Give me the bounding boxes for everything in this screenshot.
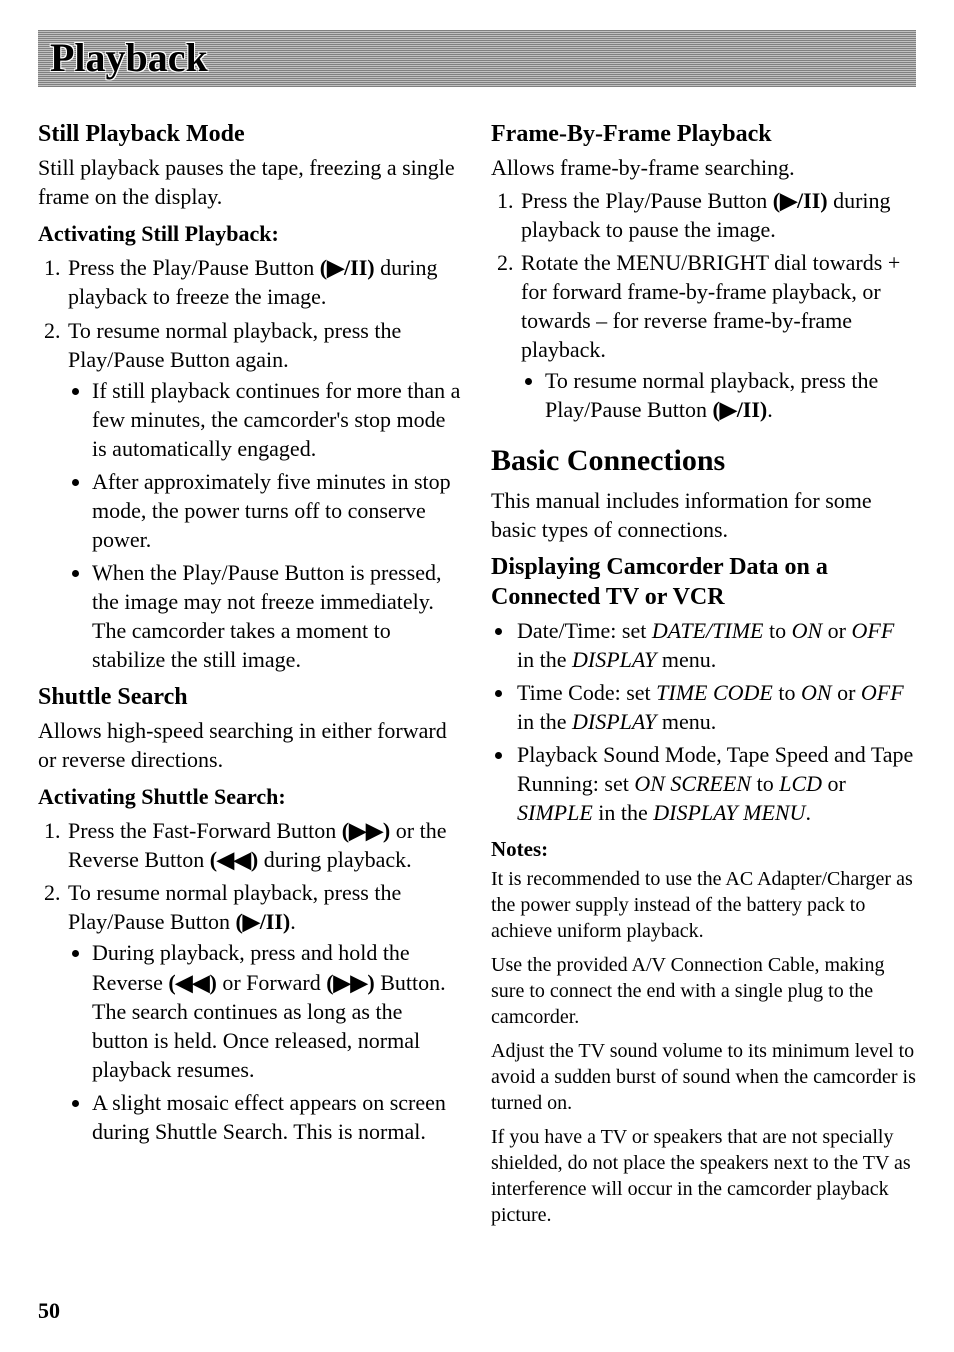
still-sub-bullets: If still playback continues for more tha…: [68, 376, 463, 674]
text: menu.: [656, 647, 716, 672]
activating-still-heading: Activating Still Playback:: [38, 221, 463, 247]
note-2: Use the provided A/V Connection Cable, m…: [491, 952, 916, 1030]
shuttle-bullet-1: During playback, press and hold the Reve…: [92, 938, 463, 1083]
note-4: If you have a TV or speakers that are no…: [491, 1124, 916, 1228]
frame-sub-bullet: To resume normal playback, press the Pla…: [545, 366, 916, 424]
frame-heading: Frame-By-Frame Playback: [491, 119, 916, 149]
display-bullets: Date/Time: set DATE/TIME to ON or OFF in…: [491, 616, 916, 827]
still-intro: Still playback pauses the tape, freezing…: [38, 153, 463, 211]
text: in the: [517, 709, 572, 734]
text: Rotate the MENU/BRIGHT dial towards + fo…: [521, 250, 900, 362]
right-column: Frame-By-Frame Playback Allows frame-by-…: [491, 111, 916, 1236]
page-title: Playback: [50, 34, 904, 81]
display-bullet-3: Playback Sound Mode, Tape Speed and Tape…: [515, 740, 916, 827]
text: to: [751, 771, 779, 796]
page-title-bar: Playback: [38, 30, 916, 87]
text: during playback.: [258, 847, 411, 872]
display-data-heading: Displaying Camcorder Data on a Connected…: [491, 552, 916, 612]
play-pause-icon: (▶/II): [773, 188, 828, 213]
display-bullet-1: Date/Time: set DATE/TIME to ON or OFF in…: [515, 616, 916, 674]
still-step-2: To resume normal playback, press the Pla…: [66, 316, 463, 674]
fast-forward-icon: (▶▶): [342, 818, 391, 843]
italic: LCD: [779, 771, 822, 796]
text: Press the Fast-Forward Button: [68, 818, 342, 843]
shuttle-intro: Allows high-speed searching in either fo…: [38, 716, 463, 774]
text: to: [763, 618, 791, 643]
play-pause-icon: (▶/II): [712, 397, 767, 422]
shuttle-bullet-2: A slight mosaic effect appears on screen…: [92, 1088, 463, 1146]
still-bullet-3: When the Play/Pause Button is pressed, t…: [92, 558, 463, 674]
italic: ON: [792, 618, 823, 643]
text: to: [773, 680, 801, 705]
italic: ON SCREEN: [634, 771, 751, 796]
play-pause-icon: (▶/II): [235, 909, 290, 934]
left-column: Still Playback Mode Still playback pause…: [38, 111, 463, 1236]
frame-sub-bullets: To resume normal playback, press the Pla…: [521, 366, 916, 424]
text: menu.: [656, 709, 716, 734]
fast-forward-icon: (▶▶): [326, 970, 375, 995]
italic: DISPLAY MENU: [653, 800, 805, 825]
shuttle-heading: Shuttle Search: [38, 682, 463, 712]
still-steps: Press the Play/Pause Button (▶/II) durin…: [38, 253, 463, 673]
text: or: [822, 771, 846, 796]
frame-intro: Allows frame-by-frame searching.: [491, 153, 916, 182]
note-3: Adjust the TV sound volume to its minimu…: [491, 1038, 916, 1116]
text: or Forward: [217, 970, 326, 995]
italic: DISPLAY: [572, 709, 656, 734]
text: Press the Play/Pause Button: [68, 255, 320, 280]
still-bullet-1: If still playback continues for more tha…: [92, 376, 463, 463]
frame-step-2: Rotate the MENU/BRIGHT dial towards + fo…: [519, 248, 916, 424]
italic: DATE/TIME: [652, 618, 764, 643]
text: or: [832, 680, 861, 705]
rewind-icon: (◀◀): [168, 970, 217, 995]
text: or: [822, 618, 851, 643]
text: Date/Time: set: [517, 618, 652, 643]
italic: OFF: [852, 618, 895, 643]
play-pause-icon: (▶/II): [320, 255, 375, 280]
still-playback-heading: Still Playback Mode: [38, 119, 463, 149]
italic: DISPLAY: [572, 647, 656, 672]
frame-steps: Press the Play/Pause Button (▶/II) durin…: [491, 186, 916, 424]
frame-step-1: Press the Play/Pause Button (▶/II) durin…: [519, 186, 916, 244]
rewind-icon: (◀◀): [210, 847, 259, 872]
text: .: [805, 800, 811, 825]
page-number: 50: [38, 1298, 60, 1324]
text: in the: [517, 647, 572, 672]
italic: OFF: [861, 680, 904, 705]
display-bullet-2: Time Code: set TIME CODE to ON or OFF in…: [515, 678, 916, 736]
basic-intro: This manual includes information for som…: [491, 486, 916, 544]
still-bullet-2: After approximately five minutes in stop…: [92, 467, 463, 554]
text: .: [767, 397, 773, 422]
still-step-1: Press the Play/Pause Button (▶/II) durin…: [66, 253, 463, 311]
notes-label: Notes:: [491, 837, 916, 862]
text: To resume normal playback, press the Pla…: [68, 318, 401, 372]
content-columns: Still Playback Mode Still playback pause…: [38, 111, 916, 1236]
basic-connections-heading: Basic Connections: [491, 442, 916, 480]
shuttle-step-1: Press the Fast-Forward Button (▶▶) or th…: [66, 816, 463, 874]
activating-shuttle-heading: Activating Shuttle Search:: [38, 784, 463, 810]
italic: ON: [801, 680, 832, 705]
note-1: It is recommended to use the AC Adapter/…: [491, 866, 916, 944]
italic: SIMPLE: [517, 800, 593, 825]
shuttle-steps: Press the Fast-Forward Button (▶▶) or th…: [38, 816, 463, 1145]
text: .: [290, 909, 296, 934]
text: in the: [593, 800, 654, 825]
shuttle-sub-bullets: During playback, press and hold the Reve…: [68, 938, 463, 1145]
text: Time Code: set: [517, 680, 656, 705]
text: Press the Play/Pause Button: [521, 188, 773, 213]
shuttle-step-2: To resume normal playback, press the Pla…: [66, 878, 463, 1145]
italic: TIME CODE: [656, 680, 773, 705]
